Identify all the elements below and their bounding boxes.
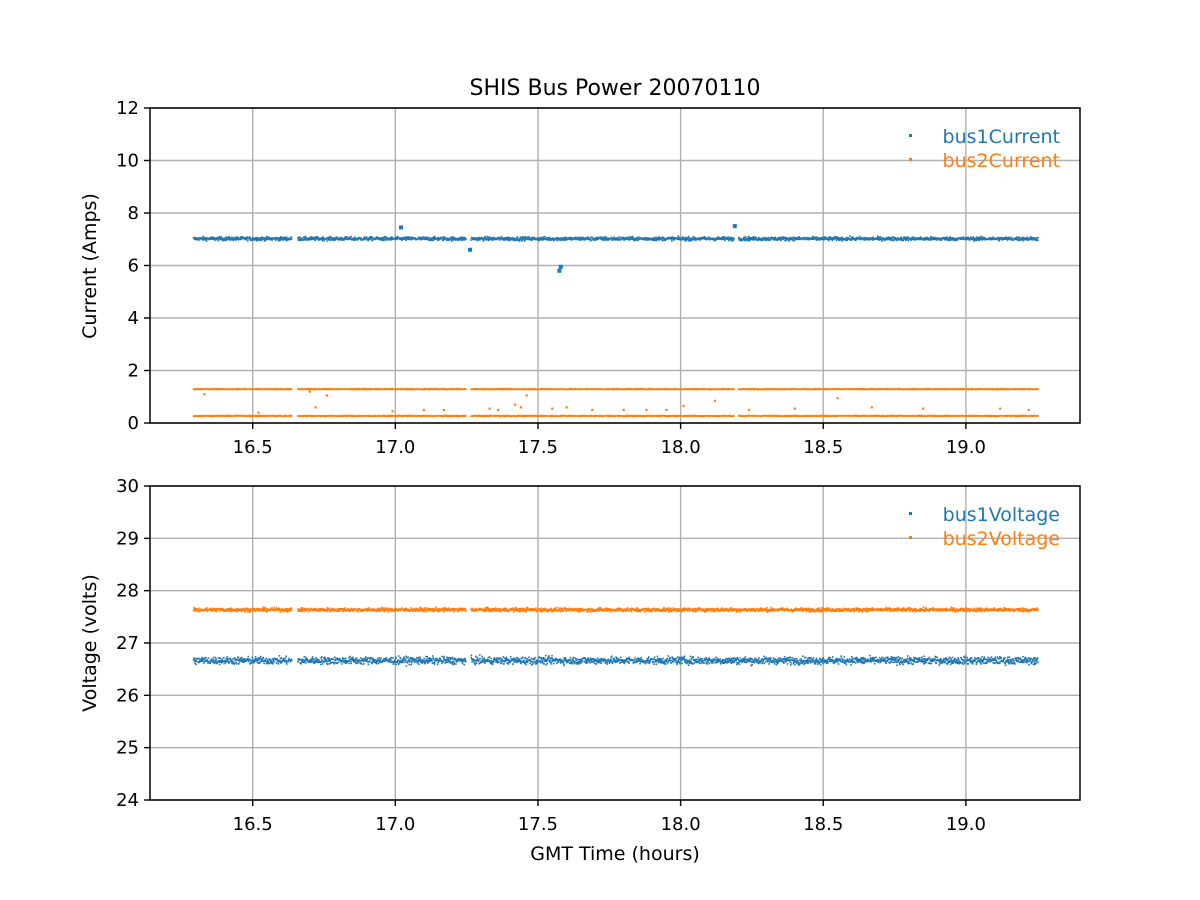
y-axis-label-current: Current (Amps) [79, 193, 101, 339]
data-point [422, 408, 426, 412]
data-point [870, 406, 873, 409]
data-point [525, 394, 528, 397]
y-tick-label: 28 [116, 581, 139, 602]
x-tick-label: 18.5 [803, 437, 843, 458]
y-tick-label: 10 [116, 151, 139, 172]
y-tick-label: 24 [116, 790, 139, 811]
data-point [836, 397, 839, 400]
data-point [645, 408, 648, 412]
legend-marker [909, 536, 912, 539]
data-point [488, 407, 491, 410]
x-axis-label: GMT Time (hours) [530, 843, 700, 865]
series-band-points [192, 654, 1039, 667]
series-bus1Voltage [192, 654, 1039, 667]
y-tick-label: 25 [116, 738, 139, 759]
data-point [665, 408, 668, 412]
y-tick-label: 2 [128, 361, 139, 382]
data-point [399, 225, 404, 230]
data-point [748, 408, 751, 412]
data-points [192, 606, 1039, 667]
series-band-points [192, 387, 1039, 391]
data-point [565, 406, 568, 409]
y-tick-label: 12 [116, 98, 139, 119]
series-band-points [192, 414, 1039, 418]
data-point [558, 264, 563, 269]
data-point [519, 406, 523, 409]
x-tick-label: 19.0 [946, 814, 986, 835]
series-bus2Current [192, 387, 1039, 418]
y-tick-label: 6 [128, 256, 139, 277]
y-tick-label: 27 [116, 633, 139, 654]
data-point [682, 404, 685, 408]
x-tick-label: 19.0 [946, 437, 986, 458]
legend-marker [909, 512, 912, 515]
data-point [442, 408, 446, 412]
data-point [793, 407, 796, 410]
data-points [192, 224, 1039, 418]
data-point [391, 410, 394, 413]
chart-title: SHIS Bus Power 20070110 [470, 76, 761, 101]
data-point [557, 268, 562, 273]
data-point [591, 408, 594, 412]
legend-marker [909, 158, 912, 161]
data-point [203, 393, 206, 396]
data-point [622, 408, 625, 412]
legend-label: bus1Current [943, 126, 1060, 148]
x-tick-label: 17.0 [375, 814, 415, 835]
data-point [497, 408, 500, 412]
legend-marker [909, 134, 912, 137]
x-tick-label: 16.5 [233, 814, 273, 835]
data-point [1027, 408, 1030, 412]
y-axis-label-voltage: Voltage (volts) [79, 574, 101, 712]
current-panel: 16.5 17.0 17.5 18.0 18.5 19.0 0 2 4 6 8 10 12 bus1Cur… [116, 98, 1081, 458]
y-tick-label: 4 [128, 308, 139, 329]
x-tick-label: 18.0 [661, 437, 701, 458]
y-tick-label: 29 [116, 528, 139, 549]
grid-lines [150, 485, 1080, 801]
x-tick-label: 17.5 [518, 437, 558, 458]
data-point [325, 394, 329, 397]
x-tick-label: 18.5 [803, 814, 843, 835]
data-point [713, 399, 717, 402]
axis-ticks: 16.5 17.0 17.5 18.0 18.5 19.0 24 25 26 27 28 29 30 [116, 476, 986, 835]
y-tick-label: 30 [116, 476, 139, 497]
legend-label: bus2Voltage [943, 528, 1060, 550]
axis-ticks: 16.5 17.0 17.5 18.0 18.5 19.0 0 2 4 6 8 10 12 [116, 98, 986, 458]
voltage-panel: 16.5 17.0 17.5 18.0 18.5 19.0 24 25 26 27 28 29 30 bu… [116, 476, 1081, 835]
data-point [514, 403, 517, 406]
grid-lines [150, 107, 1080, 424]
series-band-points [192, 235, 1039, 242]
series-bus1Current [192, 224, 1039, 273]
data-point [314, 406, 317, 409]
data-point [922, 407, 925, 410]
legend-label: bus2Current [943, 150, 1060, 172]
data-point [999, 407, 1002, 410]
data-point [308, 390, 311, 393]
legend-label: bus1Voltage [943, 504, 1060, 526]
y-tick-label: 26 [116, 685, 139, 706]
y-tick-label: 8 [128, 203, 139, 224]
x-tick-label: 18.0 [661, 814, 701, 835]
data-point [468, 247, 473, 252]
data-point [732, 224, 737, 229]
x-tick-label: 17.5 [518, 814, 558, 835]
series-bus2Voltage [192, 606, 1039, 613]
x-tick-label: 17.0 [375, 437, 415, 458]
x-tick-label: 16.5 [233, 437, 273, 458]
series-band-points [192, 606, 1039, 613]
y-tick-label: 0 [128, 413, 139, 434]
data-point [257, 411, 260, 414]
data-point [551, 407, 554, 410]
